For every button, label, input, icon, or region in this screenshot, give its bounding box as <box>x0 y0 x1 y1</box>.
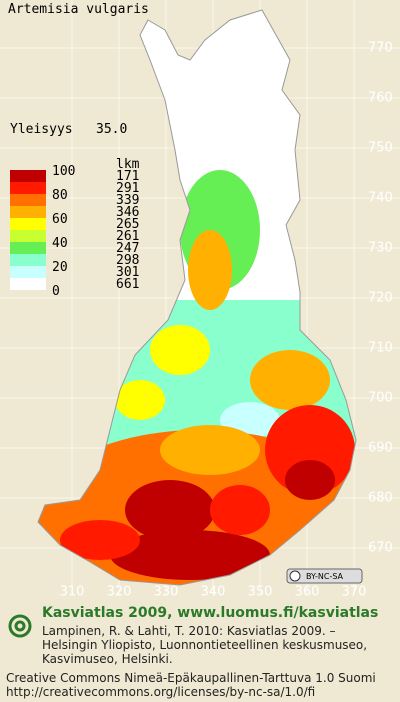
legend-count: 265 <box>116 217 139 232</box>
legend-count: 291 <box>116 181 139 196</box>
title: Artemisia vulgaris <box>8 2 149 17</box>
legend-swatch <box>10 182 46 194</box>
cc-icon <box>289 570 301 582</box>
badge-text: BY-NC-SA <box>306 572 344 581</box>
citation-line: Helsingin Yliopisto, Luonnontieteellinen… <box>42 638 367 652</box>
y-label: 680 <box>368 491 393 506</box>
legend-count: 298 <box>116 253 139 268</box>
legend-swatch <box>10 242 46 254</box>
x-label: 340 <box>201 585 226 600</box>
y-label: 770 <box>368 41 393 56</box>
x-label: 370 <box>342 585 367 600</box>
legend-swatch <box>10 254 46 266</box>
legend-count: 247 <box>116 241 139 256</box>
citation-line: Lampinen, R. & Lahti, T. 2010: Kasviatla… <box>42 624 336 638</box>
logo <box>8 614 32 638</box>
footer-heading: Kasviatlas 2009, www.luomus.fi/kasviatla… <box>42 605 378 621</box>
license-badge <box>286 568 363 584</box>
legend-count: 171 <box>116 169 139 184</box>
legend-swatch <box>10 170 46 182</box>
license-line: http://creativecommons.org/licenses/by-n… <box>6 685 315 699</box>
x-label: 350 <box>248 585 273 600</box>
legend-count: 301 <box>116 265 139 280</box>
frequency-value: 35.0 <box>96 122 127 137</box>
y-label: 670 <box>368 541 393 556</box>
count-header: lkm <box>116 157 140 172</box>
y-label: 690 <box>368 441 393 456</box>
legend-scale-label: 80 <box>52 188 68 203</box>
legend-swatch <box>10 230 46 242</box>
x-label: 330 <box>154 585 179 600</box>
legend-swatch <box>10 194 46 206</box>
y-label: 740 <box>368 191 393 206</box>
y-label: 720 <box>368 291 393 306</box>
license-line: Creative Commons Nimeä-Epäkaupallinen-Ta… <box>6 671 376 685</box>
legend-swatch <box>10 218 46 230</box>
y-label: 730 <box>368 241 393 256</box>
legend-scale-label: 20 <box>52 260 68 275</box>
citation-line: Kasvimuseo, Helsinki. <box>42 652 173 666</box>
legend-count: 261 <box>116 229 139 244</box>
legend-count: 339 <box>116 193 139 208</box>
footer: Lampinen, R. & Lahti, T. 2010: Kasviatla… <box>6 624 376 699</box>
legend-scale-label: 100 <box>52 164 75 179</box>
legend-swatch <box>10 206 46 218</box>
y-label: 710 <box>368 341 393 356</box>
legend-scale-label: 40 <box>52 236 68 251</box>
x-label: 310 <box>60 585 85 600</box>
legend-count: 346 <box>116 205 139 220</box>
x-label: 320 <box>107 585 132 600</box>
legend-count: 661 <box>116 277 139 292</box>
legend-swatch <box>10 278 46 290</box>
x-label: 360 <box>295 585 320 600</box>
y-label: 700 <box>368 391 393 406</box>
legend-scale-label: 60 <box>52 212 68 227</box>
y-label: 760 <box>368 91 393 106</box>
y-label: 750 <box>368 141 393 156</box>
legend-swatch <box>10 266 46 278</box>
frequency-label: Yleisyys <box>10 122 73 137</box>
legend-scale-label: 0 <box>52 284 60 299</box>
